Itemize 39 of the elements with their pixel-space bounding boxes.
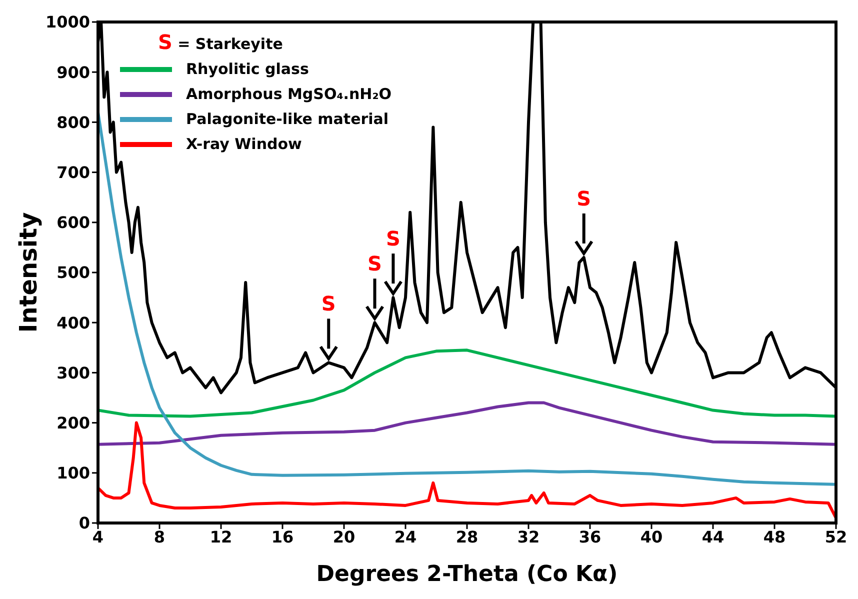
y-tick-label: 0 <box>78 514 90 533</box>
x-tick-label: 12 <box>210 527 232 546</box>
legend-label: Amorphous MgSO₄.nH₂O <box>186 84 392 105</box>
line-series <box>98 421 836 520</box>
x-tick-label: 8 <box>154 527 166 546</box>
x-tick-label: 24 <box>394 527 417 546</box>
x-tick-label: 48 <box>763 527 786 546</box>
y-tick-label: 400 <box>56 313 90 332</box>
y-tick-label: 600 <box>56 213 90 232</box>
legend-label: Rhyolitic glass <box>186 59 309 80</box>
line-series <box>98 348 836 418</box>
y-tick-label: 1000 <box>45 12 90 32</box>
x-tick-label: 28 <box>456 527 478 546</box>
legend-label: Palagonite-like material <box>186 109 389 130</box>
x-tick-label: 16 <box>271 527 294 546</box>
x-axis-title: Degrees 2-Theta (Co Kα) <box>316 562 618 587</box>
annotation: S <box>321 292 336 316</box>
x-tick-label: 32 <box>517 527 540 546</box>
x-tick-label: 44 <box>702 527 724 546</box>
y-tick-label: 500 <box>56 263 90 282</box>
y-tick-label: 800 <box>56 112 90 132</box>
annotation: S <box>368 252 382 276</box>
x-tick-label: 20 <box>332 527 356 546</box>
y-tick-label: 100 <box>56 464 90 483</box>
x-tick-label: 4 <box>92 527 104 546</box>
y-tick-label: 200 <box>56 413 90 432</box>
y-tick-label: 700 <box>56 162 90 182</box>
x-tick-label: 52 <box>824 527 848 546</box>
y-axis-title: Intensity <box>14 212 43 333</box>
y-tick-label: 300 <box>56 363 90 382</box>
line-series <box>98 22 836 394</box>
annotation: S <box>576 186 592 210</box>
annotation: S <box>386 226 400 251</box>
legend-label: X-ray Window <box>186 134 302 155</box>
annotation: S = Starkeyite <box>158 30 283 54</box>
line-series <box>98 401 836 446</box>
y-tick-label: 900 <box>56 62 90 82</box>
x-tick-label: 40 <box>640 527 663 546</box>
x-tick-label: 36 <box>578 527 602 546</box>
